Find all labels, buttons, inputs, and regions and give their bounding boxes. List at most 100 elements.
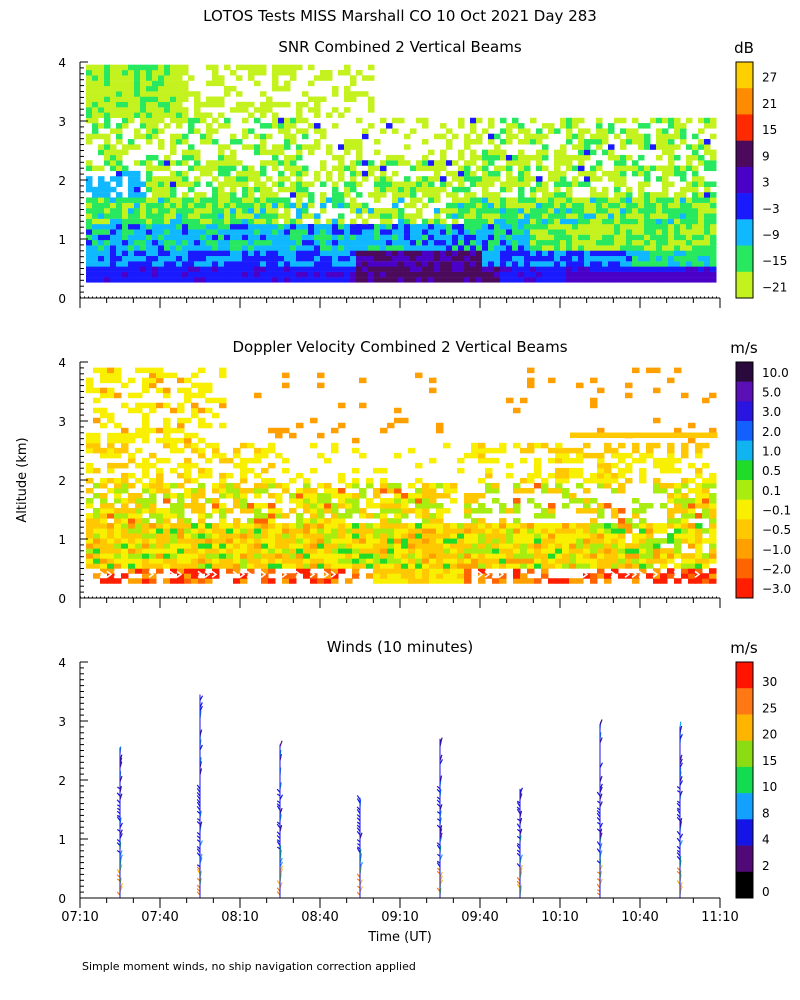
doppler-cell <box>324 487 332 494</box>
snr-cell <box>470 176 477 182</box>
snr-cell <box>230 181 237 187</box>
snr-cell <box>434 170 441 177</box>
doppler-cell <box>527 472 535 479</box>
snr-cell <box>356 69 363 76</box>
doppler-cell <box>394 568 402 574</box>
snr-cell <box>266 245 273 251</box>
snr-cell <box>476 239 483 246</box>
snr-cell <box>104 80 111 87</box>
doppler-cell <box>317 578 325 584</box>
doppler-cell <box>583 528 591 534</box>
doppler-cell <box>429 528 437 534</box>
snr-cell <box>194 218 201 225</box>
doppler-cell <box>114 563 122 569</box>
doppler-cell <box>86 523 94 529</box>
doppler-cell <box>128 452 136 459</box>
snr-cell <box>560 271 567 278</box>
snr-cell <box>212 176 219 182</box>
snr-cell <box>392 266 399 272</box>
colorbar-swatch <box>736 421 753 441</box>
doppler-cell <box>289 477 297 484</box>
snr-cell <box>512 197 519 203</box>
doppler-cell <box>478 578 486 584</box>
doppler-cell <box>576 533 584 539</box>
doppler-cell <box>702 563 710 569</box>
snr-cell <box>296 186 303 193</box>
snr-cell <box>626 261 633 267</box>
snr-cell <box>518 197 525 203</box>
snr-cell <box>416 223 423 230</box>
doppler-cell <box>569 553 577 559</box>
snr-cell <box>674 271 681 278</box>
snr-cell <box>98 64 105 71</box>
doppler-cell <box>233 578 241 584</box>
doppler-cell <box>604 523 612 529</box>
snr-cell <box>560 197 567 203</box>
doppler-cell <box>163 508 171 514</box>
snr-cell <box>398 250 405 257</box>
snr-cell <box>596 197 603 203</box>
snr-cell <box>662 192 669 198</box>
snr-cell <box>530 197 537 203</box>
chevron-mark <box>239 570 246 578</box>
doppler-cell <box>366 482 374 489</box>
doppler-cell <box>597 563 605 569</box>
doppler-cell <box>590 538 598 544</box>
snr-cell <box>620 154 627 161</box>
doppler-cell <box>548 548 556 554</box>
snr-cell <box>416 197 423 203</box>
snr-cell <box>290 202 297 209</box>
doppler-cell <box>548 578 556 584</box>
snr-cell <box>314 255 321 262</box>
snr-cell <box>176 218 183 225</box>
chevron-mark <box>491 570 498 578</box>
doppler-cell <box>219 457 227 464</box>
doppler-cell <box>380 523 388 529</box>
snr-cell <box>272 266 279 272</box>
doppler-cell <box>653 442 661 449</box>
doppler-cell <box>177 492 185 499</box>
doppler-cell <box>436 568 444 574</box>
snr-cell <box>710 218 717 225</box>
colorbar-swatch <box>736 578 753 599</box>
snr-cell <box>530 213 537 219</box>
doppler-cell <box>324 508 332 514</box>
doppler-cell <box>380 558 388 564</box>
snr-cell <box>272 64 279 71</box>
doppler-cell <box>128 492 136 499</box>
snr-cell <box>698 197 705 203</box>
doppler-cell <box>457 538 465 544</box>
snr-cell <box>578 250 585 257</box>
snr-cell <box>332 277 339 283</box>
doppler-cell <box>387 508 395 514</box>
snr-cell <box>344 255 351 262</box>
snr-cell <box>602 266 609 272</box>
snr-cell <box>236 176 243 182</box>
snr-cell <box>230 218 237 225</box>
doppler-cell <box>310 528 318 534</box>
snr-cell <box>176 277 183 283</box>
snr-cell <box>662 117 669 124</box>
snr-cell <box>386 261 393 267</box>
doppler-cell <box>681 447 689 454</box>
doppler-cell <box>170 503 178 509</box>
snr-cell <box>104 107 111 113</box>
snr-cell <box>158 245 165 251</box>
doppler-cell <box>170 563 178 569</box>
doppler-cell <box>555 528 563 534</box>
snr-cell <box>170 170 177 177</box>
snr-cell <box>296 239 303 246</box>
snr-cell <box>686 255 693 262</box>
doppler-cell <box>142 382 150 389</box>
snr-cell <box>152 165 159 172</box>
doppler-cell <box>373 558 381 564</box>
doppler-cell <box>611 513 619 519</box>
doppler-cell <box>541 563 549 569</box>
snr-cell <box>116 223 123 230</box>
snr-cell <box>236 245 243 251</box>
doppler-cell <box>296 498 304 504</box>
doppler-cell <box>317 482 325 489</box>
doppler-cell <box>100 482 108 489</box>
doppler-cell <box>702 513 710 519</box>
snr-cell <box>602 277 609 283</box>
